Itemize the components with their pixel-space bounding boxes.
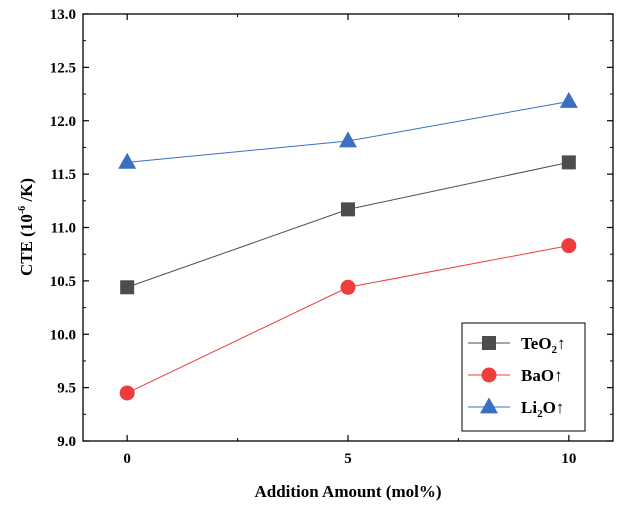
y-axis-label-suffix: /K) [17, 178, 36, 206]
legend-marker [481, 367, 497, 383]
y-tick-label: 13.0 [50, 7, 76, 23]
legend-label: TeO2↑ [521, 334, 566, 356]
legend-label-base: Li [521, 398, 537, 417]
legend-label: BaO↑ [521, 366, 563, 385]
data-point [561, 155, 576, 170]
x-axis-label: Addition Amount (mol%) [254, 482, 441, 501]
y-tick-label: 9.5 [57, 381, 76, 397]
series-group [118, 91, 578, 401]
y-tick-label: 9.0 [57, 434, 76, 450]
series-square [120, 155, 576, 295]
legend: TeO2↑BaO↑Li2O↑ [461, 322, 586, 432]
legend-label-suffix: ↑ [557, 334, 566, 353]
x-tick-label: 5 [344, 451, 352, 467]
legend-label-suffix: O↑ [543, 398, 565, 417]
y-tick-label: 11.0 [51, 221, 76, 237]
axis-ticks: 9.0 9.5 10.0 10.5 11.0 11.5 12.0 12.5 13.0 0 5 10 [50, 7, 613, 467]
legend-label-subscript: 2 [537, 408, 543, 420]
data-point [118, 152, 137, 169]
y-tick-label: 12.0 [50, 114, 76, 130]
data-point [561, 238, 577, 254]
legend-label-suffix: ↑ [554, 366, 563, 385]
series-line [127, 161, 569, 288]
data-point [340, 279, 356, 295]
x-tick-label: 0 [123, 451, 131, 467]
y-tick-label: 10.0 [50, 327, 76, 343]
y-tick-label: 10.5 [50, 274, 76, 290]
y-axis-label-superscript: -6 [17, 206, 28, 214]
series-circle [119, 238, 577, 401]
y-axis-label: CTE (10-6 /K) [17, 178, 36, 276]
series-triangle [118, 91, 578, 169]
y-axis-label-prefix: CTE (10 [17, 214, 36, 276]
x-tick-label: 10 [561, 451, 576, 467]
legend-label-base: TeO [521, 334, 552, 353]
y-tick-label: 11.5 [51, 167, 76, 183]
legend-label-subscript: 2 [552, 344, 558, 356]
data-point [339, 131, 357, 148]
y-tick-label: 12.5 [50, 60, 76, 76]
legend-label: Li2O↑ [521, 398, 564, 420]
legend-label-base: BaO [521, 366, 554, 385]
data-point [119, 385, 135, 401]
legend-marker [480, 397, 498, 414]
data-point [559, 91, 578, 108]
data-point [120, 280, 135, 295]
legend-marker [482, 336, 496, 350]
data-point [341, 202, 355, 217]
